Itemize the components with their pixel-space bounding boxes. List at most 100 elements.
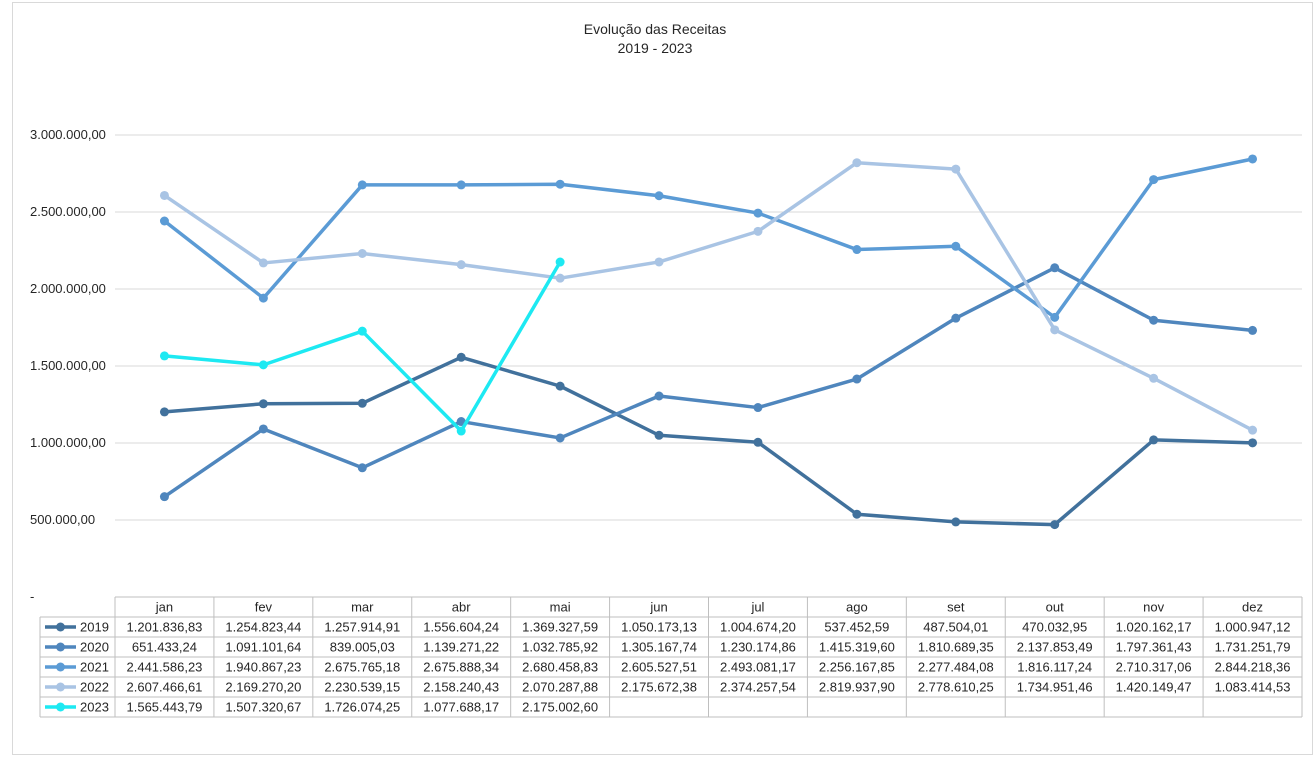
category-label: nov — [1143, 600, 1164, 615]
data-point — [357, 463, 367, 473]
legend-entry: 2022 — [80, 680, 109, 695]
data-label: 1.420.149,47 — [1116, 680, 1192, 695]
data-label: 1.734.951,46 — [1017, 680, 1093, 695]
data-point — [456, 352, 466, 362]
category-label: ago — [846, 600, 868, 615]
data-point — [258, 399, 268, 409]
y-tick-label: 1.500.000,00 — [30, 358, 106, 373]
data-point — [357, 398, 367, 408]
series-2021 — [159, 154, 1258, 322]
data-label: 1.797.361,43 — [1116, 640, 1192, 655]
series-2023 — [159, 257, 565, 436]
data-point — [654, 257, 664, 267]
category-label: mar — [351, 600, 374, 615]
data-label: 2.277.484,08 — [918, 660, 994, 675]
data-point — [753, 208, 763, 218]
data-label: 1.731.251,79 — [1215, 640, 1291, 655]
category-label: abr — [452, 600, 471, 615]
data-label: 839.005,03 — [330, 640, 395, 655]
y-tick-label: 2.000.000,00 — [30, 281, 106, 296]
data-label: 1.369.327,59 — [522, 620, 598, 635]
category-label: dez — [1242, 600, 1263, 615]
data-point — [159, 351, 169, 361]
series-line-2020 — [162, 266, 1255, 499]
data-label: 651.433,24 — [132, 640, 197, 655]
category-label: set — [947, 600, 965, 615]
data-point — [1149, 175, 1159, 185]
legend-key-marker — [56, 682, 65, 692]
category-label: jul — [750, 600, 764, 615]
y-tick-label: 1.000.000,00 — [30, 435, 106, 450]
series-2020 — [159, 263, 1258, 502]
data-point — [951, 164, 961, 174]
data-label: 2.607.466,61 — [127, 680, 203, 695]
category-label: out — [1046, 600, 1064, 615]
data-label: 1.556.604,24 — [423, 620, 499, 635]
gridlines — [115, 134, 1302, 521]
data-label: 1.726.074,25 — [324, 700, 400, 715]
data-label: 1.201.836,83 — [127, 620, 203, 635]
data-label: 1.077.688,17 — [423, 700, 499, 715]
legend-entry: 2021 — [80, 660, 109, 675]
data-label: 2.441.586,23 — [127, 660, 203, 675]
data-label: 1.415.319,60 — [819, 640, 895, 655]
data-label: 2.230.539,15 — [324, 680, 400, 695]
data-point — [1248, 438, 1258, 448]
series-2019 — [159, 352, 1258, 530]
data-label: 2.675.765,18 — [324, 660, 400, 675]
data-point — [951, 517, 961, 527]
data-point — [1248, 425, 1258, 435]
data-label: 2.675.888,34 — [423, 660, 499, 675]
data-point — [456, 426, 466, 436]
data-point — [852, 245, 862, 255]
data-point — [159, 190, 169, 200]
y-tick-label: - — [30, 589, 34, 604]
data-label: 2.070.287,88 — [522, 680, 598, 695]
series-line-2021 — [162, 157, 1255, 320]
data-point — [555, 381, 565, 391]
data-point — [1248, 325, 1258, 335]
data-point — [357, 326, 367, 336]
data-label: 1.091.101,64 — [225, 640, 301, 655]
data-point — [654, 430, 664, 440]
category-label: mai — [550, 600, 571, 615]
data-label: 2.175.002,60 — [522, 700, 598, 715]
data-point — [555, 257, 565, 267]
data-label: 537.452,59 — [824, 620, 889, 635]
y-tick-label: 3.000.000,00 — [30, 127, 106, 142]
data-point — [555, 179, 565, 189]
data-point — [159, 492, 169, 502]
data-point — [951, 313, 961, 323]
y-tick-label: 2.500.000,00 — [30, 204, 106, 219]
data-label: 2.256.167,85 — [819, 660, 895, 675]
data-point — [456, 180, 466, 190]
data-label: 1.139.271,22 — [423, 640, 499, 655]
data-label: 2.175.672,38 — [621, 680, 697, 695]
data-point — [159, 407, 169, 417]
data-label: 1.230.174,86 — [720, 640, 796, 655]
chart-frame — [12, 2, 1313, 755]
data-label: 2.710.317,06 — [1116, 660, 1192, 675]
data-point — [654, 191, 664, 201]
data-label: 2.680.458,83 — [522, 660, 598, 675]
data-point — [258, 258, 268, 268]
data-table: jan fev mar abr mai jun jul ago set out nov dez 2019… — [39, 596, 1303, 718]
data-point — [852, 158, 862, 168]
legend-entry: 2019 — [80, 620, 109, 635]
legend-key-marker — [56, 662, 65, 672]
series-line-2019 — [162, 355, 1255, 527]
legend-entry: 2023 — [80, 700, 109, 715]
data-label: 2.169.270,20 — [225, 680, 301, 695]
category-label: fev — [255, 600, 273, 615]
category-label: jun — [649, 600, 667, 615]
data-label: 1.816.117,24 — [1017, 660, 1092, 675]
data-label: 2.844.218,36 — [1215, 660, 1291, 675]
y-tick-label: 500.000,00 — [30, 512, 95, 527]
data-label: 1.254.823,44 — [225, 620, 301, 635]
data-point — [258, 293, 268, 303]
legend-entry: 2020 — [80, 640, 109, 655]
data-point — [1050, 520, 1060, 530]
data-point — [753, 226, 763, 236]
legend-key-marker — [56, 642, 65, 652]
